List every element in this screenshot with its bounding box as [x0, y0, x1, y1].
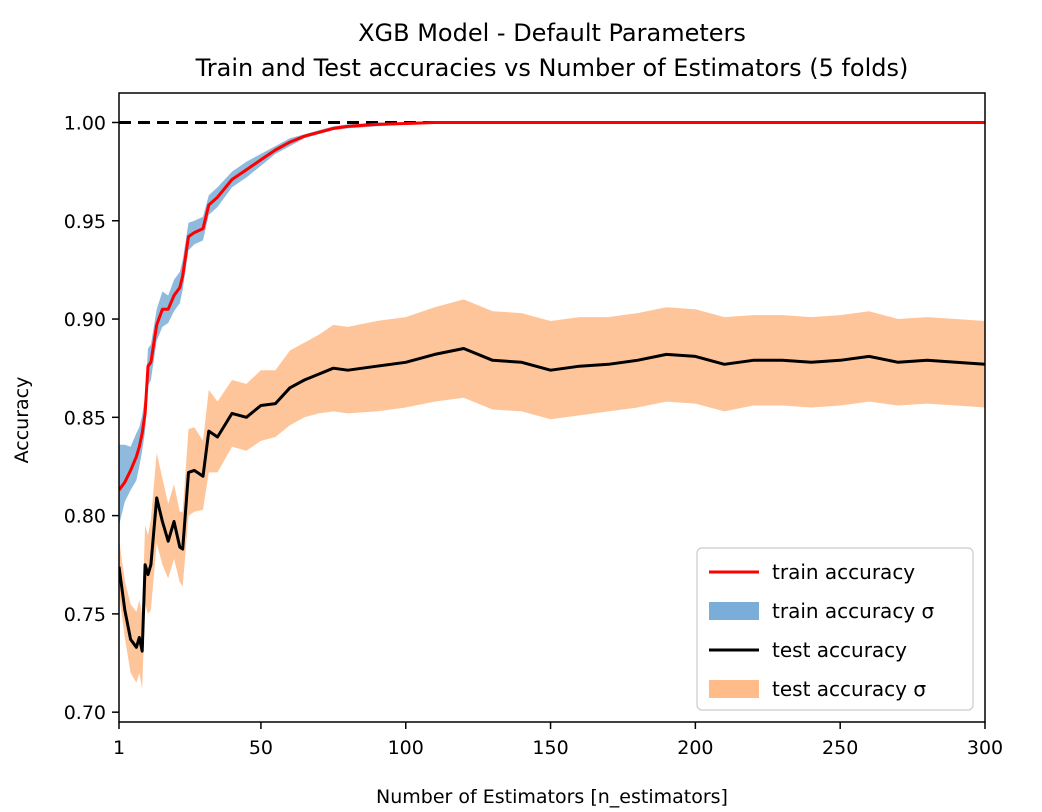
x-tick-label: 250 [822, 737, 858, 759]
plot-area: 1 50 100 150 200 250 3000.700.750.800.850.900.… [64, 92, 1003, 759]
legend: train accuracy train accuracy σ test accur… [696, 547, 974, 711]
x-axis-label: Number of Estimators [n_estimators] [376, 786, 728, 808]
legend-label: test accuracy σ [772, 677, 926, 701]
legend-label: test accuracy [772, 638, 907, 662]
y-tick-label: 1.00 [64, 112, 106, 134]
y-tick-label: 0.75 [64, 604, 106, 626]
x-tick-label: 200 [677, 737, 713, 759]
legend-patch-swatch [709, 602, 759, 620]
x-tick-label: 300 [967, 737, 1003, 759]
test-accuracy-line [119, 347, 985, 653]
legend-label: train accuracy [772, 560, 915, 584]
plot-data [119, 120, 985, 689]
legend-box [696, 547, 974, 711]
x-tick-label: 150 [532, 737, 568, 759]
chart-title-line-1: XGB Model - Default Parameters [358, 19, 746, 47]
legend-patch-swatch [709, 680, 759, 698]
chart-title-line-2: Train and Test accuracies vs Number of E… [195, 54, 909, 82]
legend-label: train accuracy σ [772, 599, 935, 623]
x-tick-label: 1 [113, 737, 125, 759]
train-accuracy-line [119, 121, 985, 491]
y-axis-label: Accuracy [11, 377, 33, 464]
plot-frame [118, 92, 986, 723]
y-tick-label: 0.85 [64, 407, 106, 429]
x-tick-label: 50 [249, 737, 273, 759]
y-tick-label: 0.80 [64, 506, 106, 528]
y-tick-label: 0.70 [64, 702, 106, 724]
x-tick-label: 100 [388, 737, 424, 759]
y-tick-label: 0.90 [64, 309, 106, 331]
y-tick-label: 0.95 [64, 211, 106, 233]
test-sigma-band [119, 299, 985, 689]
